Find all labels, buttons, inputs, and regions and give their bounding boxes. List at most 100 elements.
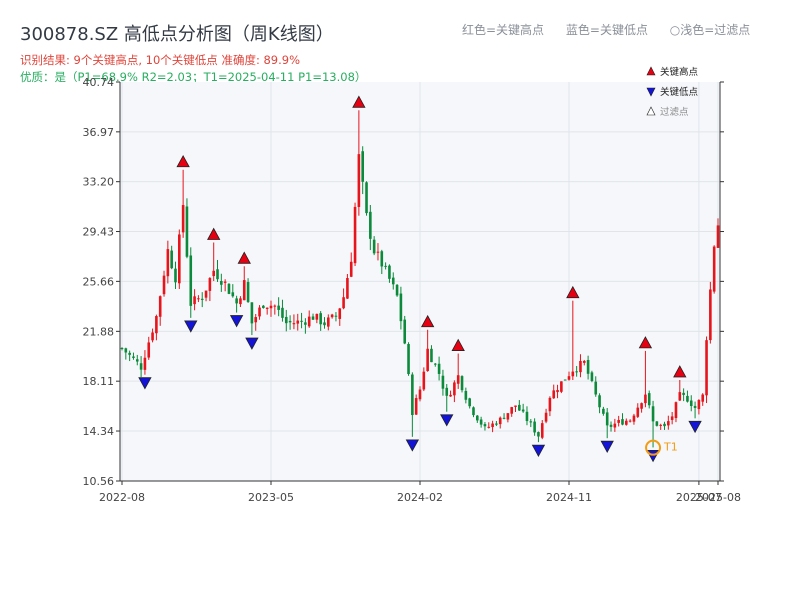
candle-body xyxy=(609,424,613,427)
candle-body xyxy=(330,314,334,318)
candle-body xyxy=(537,432,540,437)
y-tick-label: 40.74 xyxy=(83,76,115,89)
key-high-marker xyxy=(237,251,251,264)
candle-body xyxy=(506,413,510,420)
candle-body xyxy=(701,394,705,402)
candle-body xyxy=(460,376,464,391)
candle-body xyxy=(403,319,407,344)
candle-body xyxy=(540,423,544,438)
legend-low-label: 关键低点 xyxy=(660,86,699,98)
candle-body xyxy=(235,298,238,304)
candle-body xyxy=(155,316,158,334)
candle-body xyxy=(433,363,437,365)
candle-body xyxy=(556,390,559,393)
key-high-marker xyxy=(207,227,221,240)
top-legend-high: 红色=关键高点 xyxy=(462,23,545,37)
legend-low-marker xyxy=(646,87,656,97)
candle-body xyxy=(640,403,643,409)
candle-body xyxy=(712,246,716,292)
candle-body xyxy=(697,400,701,410)
candle-body xyxy=(242,280,246,301)
candle-body xyxy=(265,307,269,309)
candle-body xyxy=(491,423,494,428)
candle-body xyxy=(338,308,342,319)
candle-body xyxy=(174,268,177,283)
candle-body xyxy=(663,423,666,427)
candle-body xyxy=(323,322,326,326)
x-tick-label: 2025-08 xyxy=(695,491,741,504)
candle-body xyxy=(185,206,189,257)
candle-body xyxy=(667,421,670,426)
key-low-marker xyxy=(440,414,454,427)
key-high-marker xyxy=(176,154,190,168)
candle-body xyxy=(437,363,441,374)
candle-body xyxy=(418,389,422,400)
candle-body xyxy=(372,239,376,254)
key-low-marker xyxy=(600,440,614,454)
candle-body xyxy=(659,424,662,426)
candle-body xyxy=(647,393,651,406)
candle-body xyxy=(273,305,277,307)
candle-body xyxy=(598,395,601,408)
candle-body xyxy=(422,371,426,390)
legend-filtered-label: 过滤点 xyxy=(660,106,689,118)
candle-body xyxy=(277,305,280,310)
candle-body xyxy=(476,415,479,421)
candle-body xyxy=(258,307,261,317)
key-high-marker xyxy=(566,285,580,299)
top-legend-filtered: ○浅色=过滤点 xyxy=(669,23,751,37)
y-tick-label: 29.43 xyxy=(83,226,115,239)
candle-body xyxy=(411,374,414,416)
candle-body xyxy=(628,420,632,422)
y-tick-label: 21.88 xyxy=(83,325,115,338)
candle-body xyxy=(281,307,284,318)
candle-body xyxy=(693,405,697,408)
top-legend: 红色=关键高点 蓝色=关键低点 ○浅色=过滤点 xyxy=(462,21,768,38)
y-tick-label: 14.34 xyxy=(83,425,115,438)
candle-body xyxy=(307,316,311,327)
candle-body xyxy=(327,317,330,327)
candle-body xyxy=(132,356,135,358)
candle-body xyxy=(216,269,219,280)
candle-body xyxy=(162,275,166,295)
candle-body xyxy=(391,277,395,285)
candle-body xyxy=(655,421,659,426)
candle-body xyxy=(414,398,418,415)
candle-body xyxy=(311,316,315,320)
candle-body xyxy=(147,342,151,358)
key-low-marker xyxy=(531,444,546,457)
candle-body xyxy=(380,251,384,267)
key-high-marker xyxy=(673,365,687,378)
x-tick-label: 2023-05 xyxy=(248,491,294,504)
legend-filtered-marker xyxy=(646,106,656,116)
candle-body xyxy=(686,395,689,402)
candle-body xyxy=(709,289,712,341)
candle-body xyxy=(384,265,387,267)
candle-body xyxy=(430,348,433,363)
candle-body xyxy=(388,265,391,279)
y-tick-label: 18.11 xyxy=(83,375,115,388)
candle-body xyxy=(361,151,364,182)
candle-body xyxy=(296,320,300,324)
candle-body xyxy=(468,398,471,407)
candle-body xyxy=(582,360,586,363)
quality-summary: 优质：是（P1=68.9% R2=2.03；T1=2025-04-11 P1=1… xyxy=(20,70,367,84)
key-high-marker xyxy=(420,314,435,328)
candle-body xyxy=(143,357,147,370)
candle-body xyxy=(319,313,322,325)
candle-body xyxy=(399,293,403,322)
candle-body xyxy=(288,320,292,323)
candle-body xyxy=(472,407,475,416)
candle-body xyxy=(441,375,445,389)
candle-body xyxy=(617,419,620,423)
candle-body xyxy=(674,402,678,419)
candle-body xyxy=(346,278,349,299)
chart-title: 300878.SZ 高低点分析图（周K线图） xyxy=(20,24,334,45)
candle-body xyxy=(529,421,533,423)
candle-body xyxy=(594,381,598,395)
candle-body xyxy=(453,382,456,396)
key-low-marker xyxy=(405,439,420,452)
x-tick-label: 2022-08 xyxy=(99,491,145,504)
key-low-marker xyxy=(138,377,152,390)
result-summary: 识别结果: 9个关键高点, 10个关键低点 准确度: 89.9% xyxy=(20,53,301,67)
